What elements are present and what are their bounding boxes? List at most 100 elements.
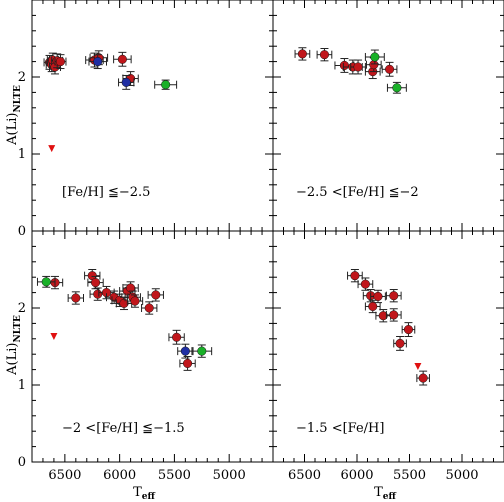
svg-text:A(Li)NLTE: A(Li)NLTE	[5, 315, 23, 376]
x-axis-title-right: Teff	[374, 485, 396, 502]
data-point-green	[364, 49, 385, 65]
point-marker	[93, 57, 103, 67]
point-marker	[368, 301, 378, 312]
data-point-green	[191, 344, 213, 358]
svg-text:A(Li)NLTE: A(Li)NLTE	[5, 85, 23, 146]
x-tick-label: 5500	[158, 468, 191, 483]
data-point-red	[54, 54, 67, 70]
data-point-red	[357, 277, 374, 291]
point-marker	[319, 50, 330, 60]
data-point-red	[375, 309, 392, 323]
point-marker	[55, 57, 66, 67]
point-marker	[183, 358, 193, 368]
point-marker	[121, 77, 131, 87]
data-point-red	[126, 294, 144, 308]
y-tick-label: 2	[18, 301, 26, 316]
upper-limit-marker	[414, 363, 422, 371]
point-marker	[403, 325, 414, 335]
data-point-red	[393, 335, 407, 351]
point-marker	[360, 279, 370, 289]
point-marker	[389, 310, 399, 320]
data-point-green	[386, 81, 407, 94]
point-marker	[71, 293, 81, 303]
panel-label: −1.5 <[Fe/H]	[296, 421, 384, 436]
point-marker	[197, 346, 207, 356]
y-axis-title-top: A(Li)NLTE	[5, 85, 23, 146]
panels-layer: 0 1 2 [Fe/H] ≦−2.5 −2.5 <[Fe/H] ≦−2 0 1 2 6500 60…	[18, 0, 504, 483]
y-tick-label: 0	[18, 224, 26, 239]
x-tick-label: 5000	[213, 468, 246, 483]
point-marker	[418, 373, 428, 383]
y-axis-title-sub: NLTE	[13, 315, 23, 343]
data-point-red	[87, 275, 104, 290]
panel-label: −2 <[Fe/H] ≦−1.5	[62, 421, 185, 436]
point-marker	[119, 298, 129, 308]
panel-top-right: −2.5 <[Fe/H] ≦−2	[272, 0, 504, 232]
y-tick-label: 1	[18, 378, 26, 393]
y-tick-label: 2	[18, 70, 26, 85]
point-marker	[130, 296, 140, 306]
point-marker	[392, 83, 402, 93]
y-axis-title-sub: NLTE	[13, 85, 23, 113]
data-point-red	[147, 288, 164, 302]
point-marker	[378, 311, 388, 321]
data-point-green	[36, 275, 56, 288]
upper-limit-marker	[48, 145, 56, 153]
data-point-red	[350, 59, 366, 75]
x-axis-title-left: Teff	[133, 485, 155, 502]
data-point-blue	[118, 74, 135, 90]
point-marker	[41, 277, 51, 287]
point-marker	[93, 289, 103, 299]
x-tick-label: 6000	[340, 468, 373, 483]
point-marker	[297, 49, 307, 59]
data-point-red	[381, 61, 398, 77]
point-marker	[126, 283, 136, 293]
data-point-red	[385, 289, 402, 303]
y-axis-title-bottom: A(Li)NLTE	[5, 315, 23, 376]
point-marker	[90, 278, 101, 288]
x-axis-title-main: T	[133, 485, 142, 500]
data-point-red	[401, 322, 416, 337]
y-tick-label: 0	[18, 455, 26, 470]
panel-bottom-left: 0 1 2 6500 6000 5500 5000 −2 <[Fe/H] ≦−1.5	[18, 230, 274, 483]
point-marker	[151, 290, 161, 300]
point-marker	[370, 52, 380, 62]
panel-label: −2.5 <[Fe/H] ≦−2	[296, 185, 419, 200]
data-point-red	[316, 48, 333, 62]
data-point-red	[168, 329, 185, 345]
point-marker	[369, 60, 379, 70]
x-tick-label: 5000	[445, 468, 478, 483]
point-marker	[389, 291, 399, 301]
data-point-blue	[177, 343, 194, 359]
data-point-red	[385, 308, 402, 322]
x-axis-title-main: T	[374, 485, 383, 500]
point-marker	[339, 60, 349, 70]
data-point-red	[294, 47, 311, 61]
data-point-red	[115, 296, 133, 311]
point-marker	[395, 338, 405, 348]
data-point-red	[113, 51, 132, 67]
x-tick-label: 6000	[103, 468, 136, 483]
data-point-red	[416, 370, 430, 386]
point-marker	[144, 303, 154, 313]
panel-label: [Fe/H] ≦−2.5	[62, 185, 150, 200]
data-point-red	[370, 289, 386, 304]
x-tick-label: 6500	[288, 468, 321, 483]
point-marker	[161, 80, 171, 90]
data-point-green	[154, 79, 178, 90]
upper-limit-marker	[50, 332, 58, 340]
data-point-red	[89, 287, 106, 301]
data-point-red	[67, 291, 84, 305]
data-point-red	[179, 356, 196, 371]
x-axis-title-sub: eff	[142, 492, 156, 502]
point-marker	[373, 291, 383, 302]
data-point-red	[141, 301, 158, 315]
y-axis-title-main: A(Li)	[5, 113, 20, 146]
data-point-red	[347, 269, 363, 283]
point-marker	[180, 346, 190, 356]
x-tick-label: 5500	[393, 468, 426, 483]
y-axis-title-main: A(Li)	[5, 343, 20, 376]
point-marker	[350, 271, 360, 281]
point-marker	[117, 54, 127, 64]
